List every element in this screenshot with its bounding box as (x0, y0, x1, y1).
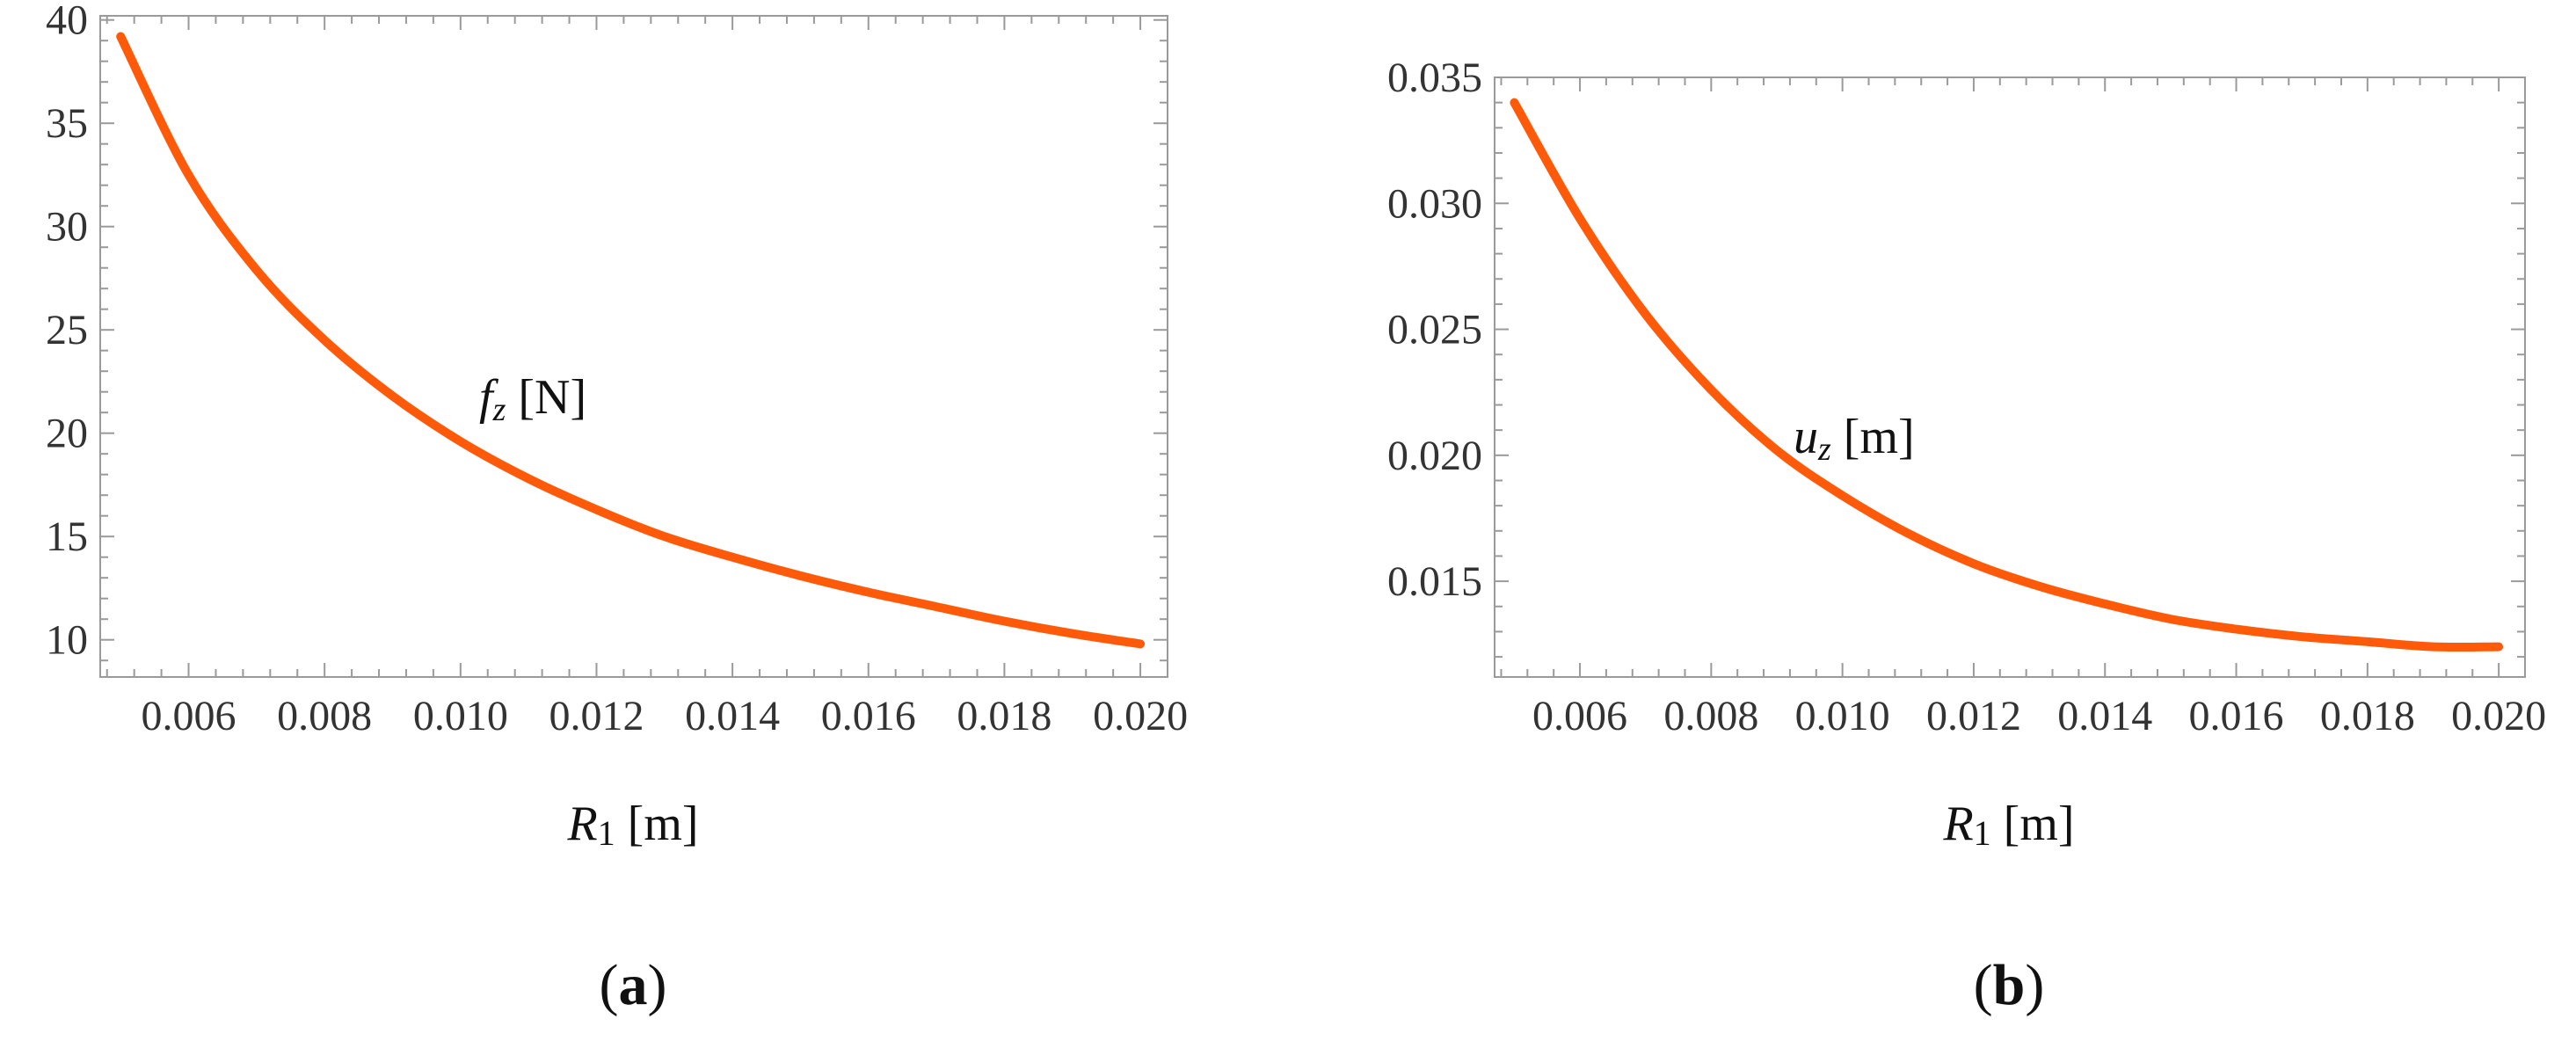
x-tick-label: 0.012 (549, 693, 644, 739)
y-tick-label: 0.015 (1387, 558, 1482, 605)
x-axis-label: R1 [m] (566, 797, 698, 853)
chart-panel-b: 0.006 0.008 0.010 0.012 0.014 0.016 0.018 0.020… (1387, 55, 2546, 1017)
y-tick-label: 0.035 (1387, 55, 1482, 101)
x-tick-label: 0.014 (2057, 693, 2152, 739)
curve-label: fz [N] (479, 370, 586, 428)
x-tick-label: 0.012 (1926, 693, 2021, 739)
x-tick-label: 0.018 (957, 693, 1052, 739)
x-tick-label: 0.008 (277, 693, 372, 739)
panel-label: (a) (600, 953, 667, 1017)
panel-label: (b) (1974, 953, 2045, 1017)
x-tick-label: 0.008 (1663, 693, 1758, 739)
y-tick-label: 0.020 (1387, 433, 1482, 479)
x-tick-label: 0.016 (2189, 693, 2284, 739)
x-tick-label: 0.020 (1093, 693, 1188, 739)
x-tick-label: 0.018 (2320, 693, 2415, 739)
y-tick-label: 30 (46, 204, 88, 251)
x-tick-label: 0.006 (142, 693, 236, 739)
curve-label: uz [m] (1794, 410, 1915, 468)
y-tick-label: 0.030 (1387, 180, 1482, 227)
plot-frame (1494, 76, 2526, 678)
x-tick-label: 0.014 (685, 693, 780, 739)
y-tick-label: 15 (46, 513, 88, 560)
x-axis-label: R1 [m] (1942, 797, 2074, 853)
y-tick-label: 0.025 (1387, 307, 1482, 353)
x-tick-label: 0.020 (2451, 693, 2546, 739)
y-tick-label: 35 (46, 100, 88, 147)
x-tick-label: 0.010 (413, 693, 508, 739)
y-tick-label: 25 (46, 307, 88, 353)
x-tick-label: 0.016 (821, 693, 916, 739)
y-tick-label: 10 (46, 617, 88, 664)
series-line (116, 32, 1146, 649)
y-tick-label: 40 (46, 0, 88, 44)
chart-panel-a: 0.006 0.008 0.010 0.012 0.014 0.016 0.018 0.020… (46, 0, 1188, 1017)
series-line (1510, 98, 2504, 652)
plot-frame (99, 15, 1168, 678)
y-tick-label: 20 (46, 411, 88, 457)
x-tick-label: 0.006 (1532, 693, 1627, 739)
x-tick-label: 0.010 (1795, 693, 1890, 739)
